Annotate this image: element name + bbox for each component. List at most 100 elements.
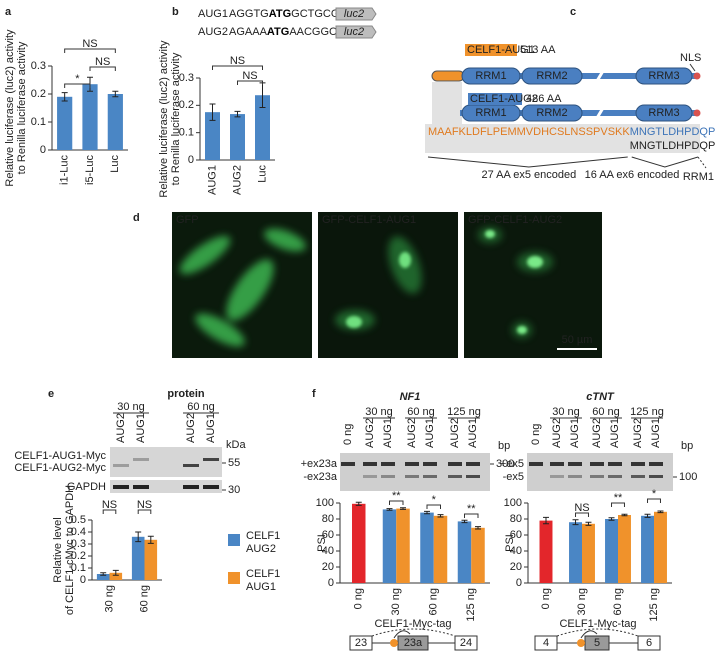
error-bar xyxy=(400,507,406,510)
domain-label: RRM3 xyxy=(648,70,679,82)
significance-label: NS xyxy=(574,502,589,514)
bar xyxy=(618,515,631,583)
lane-label: AUG2 xyxy=(185,413,197,443)
band xyxy=(568,462,582,466)
error-bar xyxy=(585,521,592,526)
band xyxy=(113,464,129,467)
lane-label: AUG2 xyxy=(632,418,644,448)
y-tick-label: 0.2 xyxy=(71,550,86,562)
band xyxy=(405,462,419,466)
significance-bracket xyxy=(647,498,661,503)
significance-bracket xyxy=(64,48,116,53)
marker: 100 xyxy=(679,471,697,483)
y-axis-label: Relative luciferase (luc2) activity xyxy=(158,40,170,198)
y-axis-label: to Renilla luciferase activity xyxy=(16,41,28,174)
significance-bracket xyxy=(89,66,116,71)
y-tick-label: 0.2 xyxy=(31,88,46,100)
band xyxy=(203,458,219,461)
band xyxy=(631,462,645,466)
lane-label: AUG1 xyxy=(569,418,581,448)
significance-label: NS xyxy=(242,70,257,82)
significance-bracket xyxy=(64,83,91,88)
band xyxy=(529,462,543,466)
panel-label: e xyxy=(48,388,54,400)
brace xyxy=(427,156,628,168)
unit: kDa xyxy=(226,439,246,451)
error-bar xyxy=(135,531,142,543)
x-tick-label: i1-Luc xyxy=(59,155,71,185)
sequence: MAAFKLDFLPEMMVDHCSLNSSPVSKKMNGTLDHPDQPDL… xyxy=(428,126,716,138)
significance-label: ** xyxy=(392,490,401,502)
break xyxy=(595,70,605,82)
marker: 55 xyxy=(228,457,240,469)
band xyxy=(448,462,462,466)
bar xyxy=(96,574,110,580)
lane-label: AUG1 xyxy=(205,413,217,443)
bar xyxy=(107,94,123,150)
header: protein xyxy=(167,388,205,400)
significance-label: NS xyxy=(102,499,117,511)
significance-bracket xyxy=(102,509,117,514)
dose-label: 60 ng xyxy=(407,406,435,418)
arrow xyxy=(393,630,411,639)
unit: bp xyxy=(498,440,510,452)
lane-label: AUG1 xyxy=(609,418,621,448)
y-tick-label: 0.1 xyxy=(71,562,86,574)
y-tick-label: 0 xyxy=(516,577,522,589)
x-tick-label: 60 ng xyxy=(428,588,440,616)
image-label: GFP-CELF1-AUG1 xyxy=(322,214,416,226)
rrm-domain xyxy=(521,104,583,122)
rrm-domain xyxy=(635,104,693,122)
start-codon: ATG xyxy=(269,8,291,20)
band-label: -ex5 xyxy=(503,471,524,483)
isoform-name: CELF1-AUG2 xyxy=(470,93,538,105)
legend-label: CELF1 AUG2 xyxy=(246,530,281,555)
construct-label: CELF1-Myc-tag xyxy=(559,618,636,630)
band-label: +ex5 xyxy=(500,458,524,470)
y-tick-label: 20 xyxy=(510,561,522,573)
error-bar xyxy=(355,501,362,506)
y-tick-label: 100 xyxy=(316,497,334,509)
lane-label: AUG1 xyxy=(382,418,394,448)
note: 16 AA ex6 encoded xyxy=(585,169,680,181)
band xyxy=(133,485,149,489)
error-bar xyxy=(543,516,549,525)
bar xyxy=(382,509,397,583)
y-tick-label: 60 xyxy=(322,529,334,541)
band xyxy=(203,485,219,489)
scale-bar-label: 50 µm xyxy=(562,334,593,346)
bar xyxy=(230,114,245,160)
band xyxy=(423,462,437,466)
x-tick-label: 30 ng xyxy=(390,588,402,616)
band xyxy=(113,485,129,489)
reporter-box xyxy=(335,25,377,39)
micrograph xyxy=(172,212,312,358)
significance-label: ** xyxy=(614,492,623,504)
error-bar xyxy=(209,103,216,121)
exon5-segment xyxy=(431,70,465,82)
x-tick-label: 60 ng xyxy=(138,585,150,613)
band xyxy=(363,462,377,466)
y-axis-label: Relative level xyxy=(52,517,64,582)
y-tick-label: 0.1 xyxy=(31,116,46,128)
bar xyxy=(457,521,472,583)
lane-label: AUG2 xyxy=(551,418,563,448)
band xyxy=(133,458,149,461)
bar xyxy=(109,572,123,580)
x-tick-label: 0 ng xyxy=(540,588,552,609)
error-bar xyxy=(621,513,628,517)
x-tick-label: Luc xyxy=(109,155,121,173)
image-label: GFP-CELF1-AUG2 xyxy=(468,214,562,226)
bar xyxy=(131,536,145,580)
note: 27 AA ex5 encoded xyxy=(481,169,576,181)
y-tick-label: 0 xyxy=(188,154,194,166)
dose-label: 0 ng xyxy=(342,424,354,445)
error-bar xyxy=(100,572,107,576)
dose-label: 60 ng xyxy=(187,401,215,413)
bar xyxy=(433,515,448,583)
error-bar xyxy=(234,110,241,118)
y-axis-label: PSI xyxy=(316,534,328,552)
x-tick-label: 30 ng xyxy=(103,585,115,613)
gel xyxy=(110,480,222,493)
y-tick-label: 0.3 xyxy=(71,538,86,550)
